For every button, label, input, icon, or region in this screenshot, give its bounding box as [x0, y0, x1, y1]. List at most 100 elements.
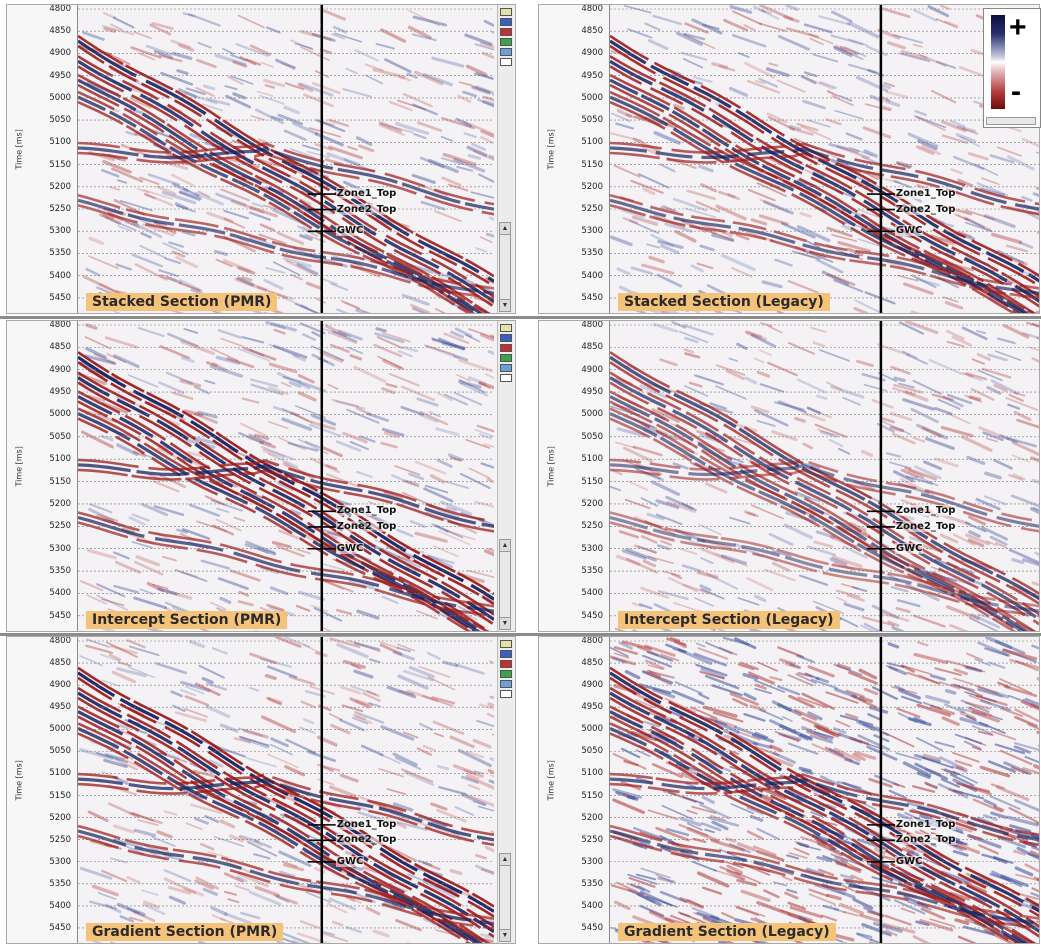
pointer-icon[interactable] [500, 650, 512, 658]
seismic-noise-trace [379, 28, 407, 43]
seismic-noise-trace [379, 641, 400, 650]
seismic-noise-trace [828, 747, 844, 757]
scroll-down-arrow-icon[interactable]: ▼ [500, 928, 510, 941]
settings-icon[interactable] [500, 58, 512, 66]
seismic-noise-trace [264, 674, 277, 680]
seismic-noise-trace [195, 86, 215, 97]
seismic-reflector [610, 777, 1039, 842]
seismic-noise-trace [223, 912, 252, 925]
seismic-noise-trace [282, 375, 301, 383]
seismic-noise-trace [311, 331, 323, 339]
seismic-noise-trace [409, 520, 427, 528]
time-tick-label: 5250 [581, 204, 603, 214]
seismic-noise-trace [691, 805, 717, 814]
time-tick-label: 5050 [49, 746, 71, 757]
scroll-up-arrow-icon[interactable]: ▲ [500, 223, 510, 235]
seismic-noise-trace [834, 856, 848, 863]
seismic-noise-trace [809, 734, 834, 744]
seismic-noise-trace [115, 263, 132, 271]
seismic-noise-trace [208, 759, 224, 768]
seismic-noise-trace [112, 16, 135, 29]
seismic-noise-trace [753, 845, 777, 857]
color-bar-icon[interactable] [500, 344, 512, 352]
seismic-noise-trace [981, 367, 1012, 379]
scroll-up-arrow-icon[interactable]: ▲ [500, 853, 510, 866]
seismic-noise-trace [642, 559, 657, 568]
seismic-noise-trace [281, 860, 298, 868]
seismic-noise-trace [265, 26, 281, 34]
zoom-icon[interactable] [500, 680, 512, 688]
seismic-noise-trace [84, 336, 112, 350]
seismic-noise-trace [443, 393, 468, 406]
ruler-icon[interactable] [500, 8, 512, 16]
seismic-noise-trace [205, 361, 218, 368]
scroll-down-arrow-icon[interactable]: ▼ [500, 298, 510, 311]
seismic-reflector [610, 194, 1039, 290]
ruler-icon[interactable] [500, 640, 512, 648]
time-tick-label: 5250 [49, 204, 71, 214]
seismic-noise-trace [904, 321, 939, 335]
seismic-noise-trace [260, 61, 274, 68]
seismic-noise-trace [665, 827, 690, 837]
seismic-noise-trace [911, 785, 936, 793]
legend-scrollbar[interactable] [986, 117, 1036, 125]
seismic-noise-trace [219, 596, 232, 604]
vertical-scrollbar[interactable]: ▲ ▼ [499, 222, 511, 312]
seismic-noise-trace [245, 540, 276, 554]
color-bar-icon[interactable] [500, 660, 512, 668]
pointer-icon[interactable] [500, 18, 512, 26]
seismic-noise-trace [1036, 920, 1039, 924]
seismic-noise-trace [637, 545, 657, 554]
settings-icon[interactable] [500, 374, 512, 382]
seismic-noise-trace [126, 639, 146, 649]
layers-icon[interactable] [500, 38, 512, 46]
seismic-noise-trace [102, 12, 117, 19]
seismic-noise-trace [980, 526, 1009, 541]
seismic-noise-trace [294, 303, 320, 313]
layers-icon[interactable] [500, 354, 512, 362]
seismic-noise-trace [267, 697, 283, 705]
seismic-noise-trace [379, 753, 401, 764]
scroll-up-arrow-icon[interactable]: ▲ [500, 540, 510, 553]
seismic-noise-trace [357, 806, 369, 812]
color-bar-icon[interactable] [500, 28, 512, 36]
seismic-noise-trace [253, 853, 271, 860]
seismic-noise-trace [1006, 437, 1037, 448]
pointer-icon[interactable] [500, 334, 512, 342]
seismic-noise-trace [800, 75, 817, 85]
seismic-noise-trace [836, 780, 862, 789]
seismic-noise-trace [715, 385, 747, 400]
seismic-noise-trace [612, 788, 643, 799]
seismic-noise-trace [841, 884, 855, 892]
seismic-noise-trace [260, 446, 295, 461]
seismic-noise-trace [620, 208, 645, 218]
zoom-icon[interactable] [500, 48, 512, 56]
seismic-noise-trace [682, 583, 710, 595]
layers-icon[interactable] [500, 670, 512, 678]
seismic-noise-trace [217, 577, 249, 590]
time-tick-label: 4900 [49, 680, 71, 691]
seismic-noise-trace [949, 773, 975, 787]
vertical-scrollbar[interactable]: ▲ ▼ [499, 539, 511, 630]
seismic-noise-trace [262, 448, 286, 459]
seismic-reflector [610, 395, 1029, 631]
seismic-noise-trace [259, 440, 276, 449]
seismic-noise-trace [309, 457, 341, 474]
seismic-noise-trace [789, 905, 823, 919]
seismic-noise-trace [777, 400, 807, 414]
settings-icon[interactable] [500, 690, 512, 698]
seismic-noise-trace [746, 79, 781, 94]
vertical-scrollbar[interactable]: ▲ ▼ [499, 852, 511, 942]
seismic-noise-trace [966, 455, 986, 465]
seismic-noise-trace [748, 671, 775, 685]
seismic-noise-trace [434, 308, 446, 313]
seismic-noise-trace [352, 713, 367, 721]
seismic-noise-trace [96, 514, 119, 523]
seismic-noise-trace [355, 406, 372, 416]
seismic-noise-trace [212, 362, 228, 372]
seismic-noise-trace [481, 594, 494, 603]
zoom-icon[interactable] [500, 364, 512, 372]
seismic-noise-trace [204, 495, 226, 506]
ruler-icon[interactable] [500, 324, 512, 332]
scroll-down-arrow-icon[interactable]: ▼ [500, 616, 510, 629]
